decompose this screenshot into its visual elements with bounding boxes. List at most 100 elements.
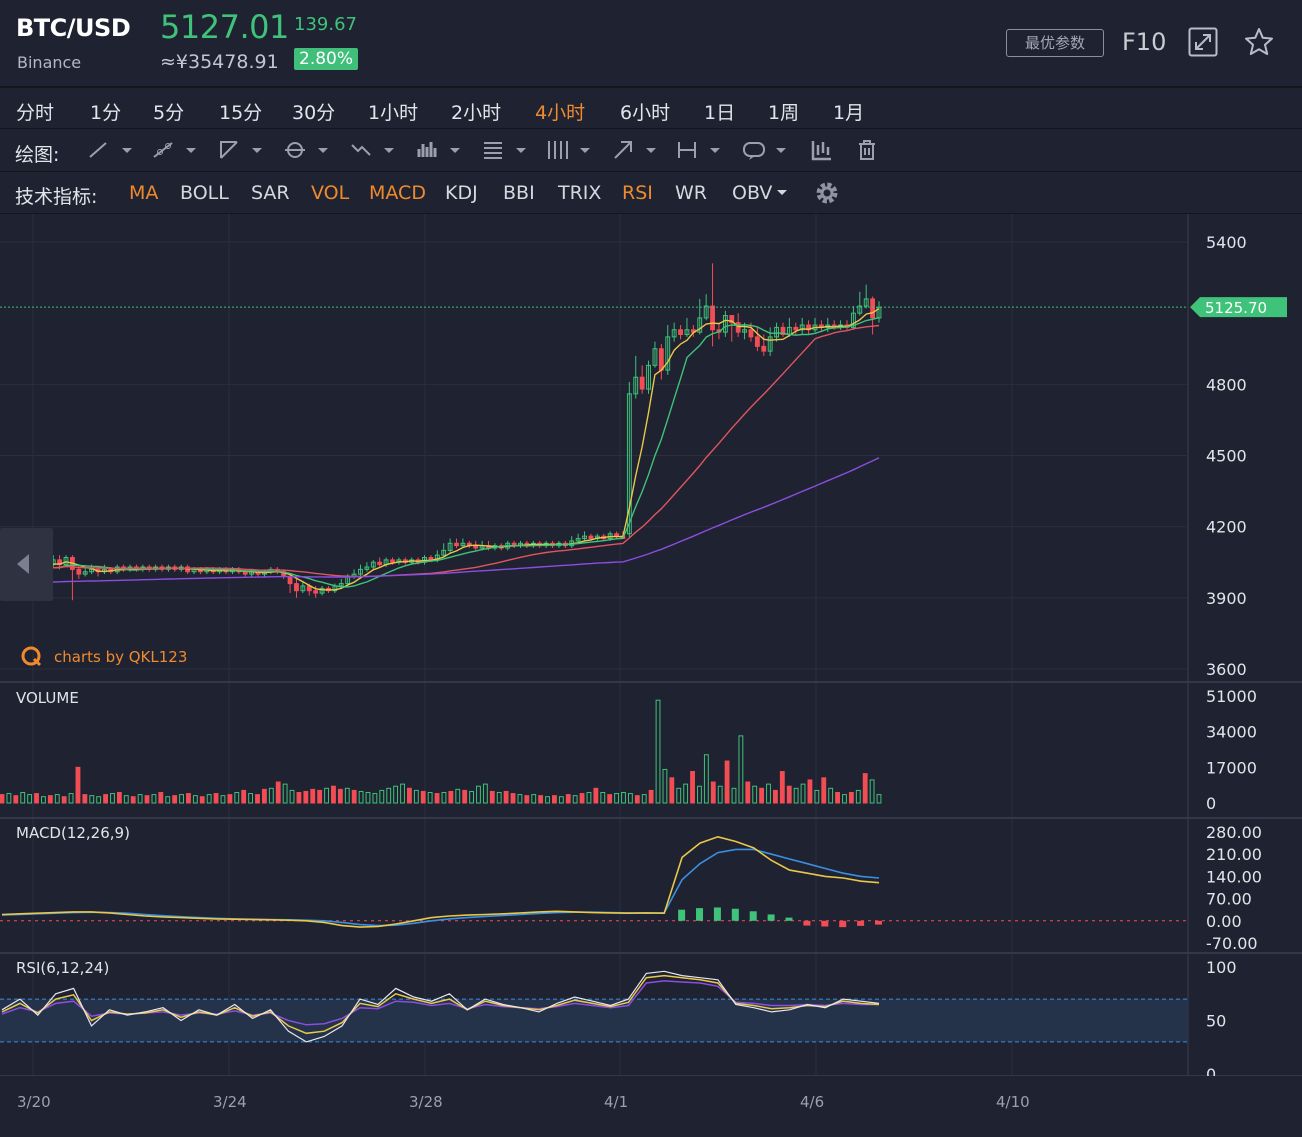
- volume-bar: [206, 794, 212, 804]
- ray-tool-icon[interactable]: [152, 139, 200, 161]
- obv-dropdown-icon[interactable]: [776, 187, 788, 199]
- price-tick-0: 5400: [1206, 233, 1247, 252]
- candle-body: [863, 298, 869, 307]
- candle-body: [697, 317, 703, 333]
- chart-area[interactable]: 5400 4800 4500 4200 3900 3600 5125.70 charts by…: [0, 214, 1302, 1133]
- indicator-trix[interactable]: TRIX: [558, 182, 602, 204]
- volume-bar: [441, 792, 447, 804]
- candle-style-icon[interactable]: [810, 139, 834, 161]
- line-tool-icon[interactable]: [88, 139, 136, 161]
- macd-hist-bar: [767, 914, 775, 921]
- rsi-tick-2: 0: [1206, 1065, 1216, 1084]
- period-tab-5[interactable]: 1小时: [368, 102, 419, 124]
- candle-body: [850, 312, 856, 328]
- chart-svg[interactable]: 5400 4800 4500 4200 3900 3600 5125.70 charts by…: [0, 214, 1302, 1133]
- period-tab-2[interactable]: 5分: [153, 102, 185, 124]
- volume-bar: [855, 789, 861, 804]
- rsi-tick-0: 100: [1206, 958, 1237, 977]
- candle: [582, 531, 587, 541]
- measure-tool-icon[interactable]: [676, 139, 724, 161]
- indicator-bbi[interactable]: BBI: [503, 182, 535, 204]
- volume-bar: [476, 785, 481, 804]
- candle: [460, 538, 466, 549]
- volume-bar: [344, 787, 350, 804]
- volume-bar: [786, 785, 792, 804]
- candle: [358, 564, 363, 577]
- volume-bar: [41, 796, 46, 804]
- favorite-star-icon[interactable]: [1243, 26, 1275, 62]
- candle-body: [780, 326, 786, 336]
- period-tab-3[interactable]: 15分: [219, 102, 263, 124]
- indicator-ma[interactable]: MA: [129, 182, 159, 204]
- candle-body: [338, 583, 344, 587]
- volume-bar: [793, 787, 799, 804]
- gann-tool-icon[interactable]: [546, 139, 594, 161]
- period-bar: 分时 1分 5分 15分 30分 1小时 2小时 4小时 6小时 1日 1周 1月: [0, 88, 1302, 129]
- gear-icon[interactable]: [814, 180, 840, 206]
- volume-bar: [61, 796, 67, 804]
- candle-body: [473, 545, 479, 549]
- period-tab-9[interactable]: 1日: [704, 102, 736, 124]
- indicator-vol[interactable]: VOL: [311, 182, 350, 204]
- wave-tool-icon[interactable]: [350, 139, 398, 161]
- indicator-sar[interactable]: SAR: [251, 182, 290, 204]
- fibonacci-tool-icon[interactable]: [482, 139, 530, 161]
- collapse-arrow-icon: [17, 554, 29, 574]
- period-tab-6[interactable]: 2小时: [451, 102, 502, 124]
- volume-bar: [213, 793, 219, 804]
- candle-body: [722, 315, 728, 333]
- volume-bar: [876, 794, 882, 804]
- arrow-tool-icon[interactable]: [612, 139, 660, 161]
- period-tab-11[interactable]: 1月: [833, 102, 865, 124]
- period-tab-1[interactable]: 1分: [90, 102, 122, 124]
- volume-bar: [669, 777, 675, 804]
- trash-icon[interactable]: [856, 139, 878, 161]
- candle: [646, 360, 651, 394]
- indicator-kdj[interactable]: KDJ: [445, 182, 478, 204]
- period-tab-0[interactable]: 分时: [16, 102, 55, 124]
- candle: [863, 284, 869, 309]
- pattern-tool-icon[interactable]: [416, 139, 464, 161]
- volume-bar: [227, 794, 233, 804]
- volume-bar: [255, 794, 260, 804]
- volume-bar: [165, 796, 171, 804]
- drawing-toolbar: 绘图:: [0, 129, 1302, 172]
- channel-tool-icon[interactable]: [218, 139, 266, 161]
- best-params-button[interactable]: 最优参数: [1006, 29, 1104, 57]
- period-tab-8[interactable]: 6小时: [620, 102, 671, 124]
- indicator-wr[interactable]: WR: [675, 182, 707, 204]
- fullscreen-icon[interactable]: [1188, 27, 1218, 61]
- volume-bar: [413, 789, 419, 804]
- indicator-macd[interactable]: MACD: [369, 182, 426, 204]
- volume-bar: [234, 792, 240, 804]
- x-tick-0: 3/20: [17, 1093, 51, 1111]
- shape-tool-icon[interactable]: [284, 139, 332, 161]
- candle-body: [358, 568, 363, 575]
- volume-bar: [89, 795, 95, 804]
- indicator-bar: 技术指标: MA BOLL SAR VOL MACD KDJ BBI TRIX RSI WR OBV: [0, 172, 1302, 214]
- f10-button[interactable]: F10: [1122, 28, 1167, 56]
- candle-body: [364, 566, 370, 570]
- indicator-boll[interactable]: BOLL: [180, 182, 229, 204]
- volume-bar: [759, 787, 765, 804]
- candle: [511, 540, 517, 549]
- candle-body: [441, 549, 447, 556]
- volume-title: VOLUME: [16, 689, 79, 707]
- volume-bar: [572, 795, 578, 804]
- price-cny: ≈¥35478.91: [160, 51, 279, 73]
- volume-bar: [848, 792, 854, 804]
- volume-tick-0: 51000: [1206, 687, 1257, 706]
- period-tab-4[interactable]: 30分: [292, 102, 336, 124]
- rsi6-line: [1, 970, 880, 1043]
- period-tab-7[interactable]: 4小时: [535, 102, 586, 124]
- volume-bar: [821, 777, 827, 804]
- indicator-obv[interactable]: OBV: [732, 182, 773, 204]
- candle-body: [639, 376, 645, 390]
- candle-body: [742, 329, 747, 333]
- period-tab-10[interactable]: 1周: [768, 102, 800, 124]
- indicator-rsi[interactable]: RSI: [622, 182, 653, 204]
- volume-bar: [96, 796, 102, 804]
- ma-line-4: [1, 457, 880, 585]
- volume-bar: [289, 789, 295, 804]
- label-tool-icon[interactable]: [742, 139, 790, 161]
